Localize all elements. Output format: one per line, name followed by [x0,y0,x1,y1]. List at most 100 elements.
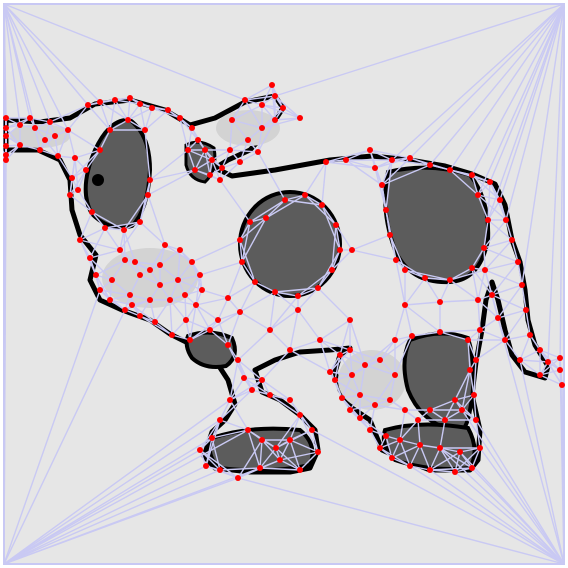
mesh-edge [177,279,203,291]
mesh-edge [95,259,126,276]
mesh-edge [467,339,471,371]
mesh-edge [484,239,513,271]
mesh-edge [239,239,243,263]
mesh-edge [461,394,475,411]
mesh-vertex [145,192,151,198]
mesh-edge [195,274,201,306]
mesh-edge [271,84,276,121]
mesh-vertex [241,375,247,381]
mesh-edge [189,319,219,341]
mesh-vertex [182,292,188,298]
mesh-vertex [127,95,133,101]
mesh-vertex [447,277,453,283]
mesh-vertex [302,192,308,198]
mesh-edge [89,249,121,259]
mesh-edge [385,159,393,211]
mesh-edge [483,239,513,249]
mesh-edge [499,3,565,201]
mesh-vertex [137,219,143,225]
mesh-vertex [127,292,133,298]
mesh-vertex [162,242,168,248]
mesh-edge [231,119,249,141]
mesh-edge [187,149,213,161]
mesh-edge [139,221,166,246]
mesh-edge [259,459,281,469]
mesh-edge [265,199,286,219]
mesh-edge [184,294,187,321]
mesh-edge [379,359,396,376]
mesh-vertex [477,327,483,333]
mesh-vertex [109,277,115,283]
mesh-vertex [227,397,233,403]
mesh-edge [243,377,263,381]
mesh-edge [471,174,491,183]
mesh-edge [409,465,565,565]
mesh-edge [274,3,565,97]
mesh-vertex [189,125,195,131]
mesh-vertex [193,302,199,308]
mesh-vertex [383,433,389,439]
mesh-vertex [475,297,481,303]
mesh-edge [29,117,51,123]
mesh-edge [85,149,101,171]
mesh-edge [159,264,179,281]
mesh-edge [339,319,351,356]
mesh-vertex [377,357,383,363]
mesh-edge [91,211,106,229]
mesh-edge [547,3,565,363]
mesh-edge [359,417,387,437]
mesh-edge [517,261,523,286]
mesh-vertex [235,357,241,363]
mesh-edge [319,319,351,341]
mesh-vertex [422,275,428,281]
mesh-edge [429,467,473,471]
mesh-vertex [367,427,373,433]
mesh-edge [67,129,76,159]
mesh-edge [335,224,353,251]
mesh-edge [49,104,89,123]
mesh-vertex [225,295,231,301]
mesh-edge [317,249,341,289]
mesh-edge [331,249,353,271]
mesh-vertex [372,402,378,408]
mesh-edge [259,467,301,471]
mesh-edge [351,374,361,396]
mesh-edge [329,371,343,399]
mesh-vertex [169,332,175,338]
mesh-vertex [442,417,448,423]
mesh-edge [439,279,451,303]
mesh-vertex [377,445,383,451]
mesh-vertex [319,202,325,208]
mesh-edge [99,289,131,296]
mesh-edge [211,159,221,181]
mesh-edge [404,304,413,337]
mesh-edge [497,284,523,319]
mesh-edge [349,404,376,411]
mesh-vertex [559,382,565,388]
mesh-edge [404,304,441,333]
mesh-vertex [137,101,143,107]
mesh-edge [109,299,126,311]
mesh-vertex [452,397,458,403]
mesh-edge [99,129,111,151]
mesh-vertex [52,133,58,139]
mesh-vertex [229,117,235,123]
mesh-edge [3,3,69,131]
mesh-edge [77,169,87,191]
mesh-edge [321,204,341,251]
mesh-edge [99,101,129,121]
mesh-edge [139,194,149,223]
mesh-vertex [469,265,475,271]
mesh-vertex [315,449,321,455]
mesh-vertex [142,127,148,133]
mesh-vertex [287,437,293,443]
mesh-vertex [257,465,263,471]
mesh-vertex [503,217,509,223]
mesh-edge [104,221,141,229]
mesh-edge [459,451,473,469]
mesh-vertex [97,147,103,153]
mesh-vertex [209,157,215,163]
mesh-vertex [107,297,113,303]
mesh-edge [134,261,161,266]
